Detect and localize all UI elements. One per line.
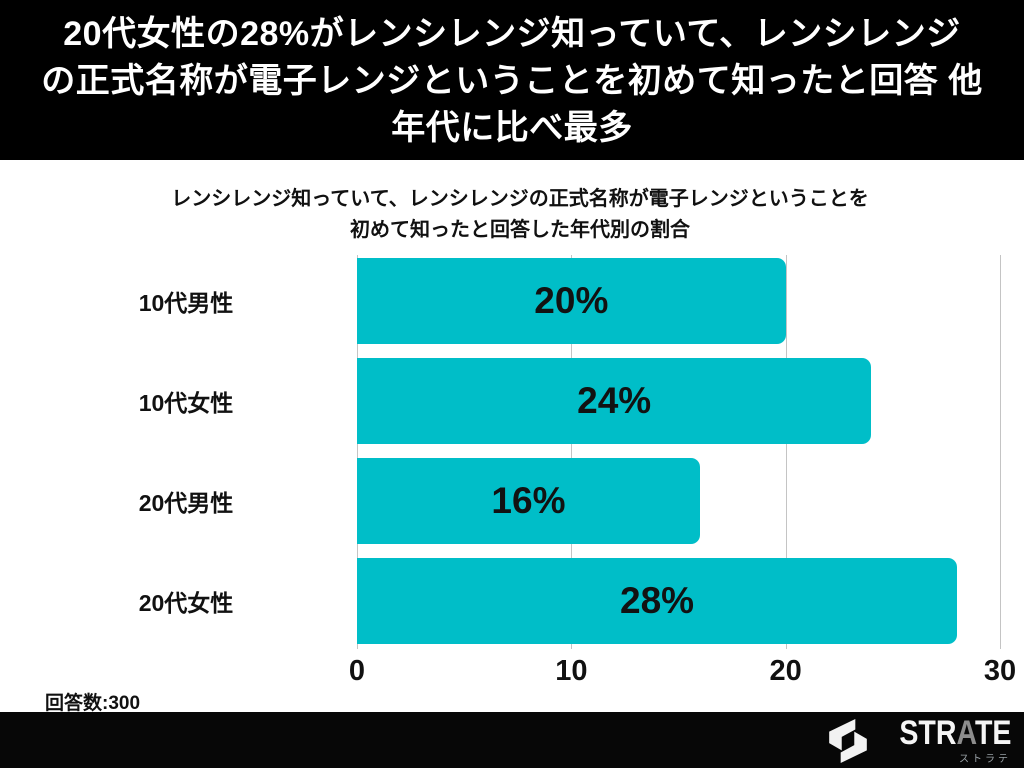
x-tick-20: 20 [769, 655, 802, 687]
brand-name: STRATE [898, 714, 1011, 752]
gridline-30 [1000, 255, 1001, 649]
category-label-20代男性: 20代男性 [138, 490, 234, 516]
category-label-20代女性: 20代女性 [138, 590, 234, 616]
bar-20代女性: 28% [357, 558, 958, 644]
x-tick-10: 10 [555, 655, 588, 687]
bar-20代男性: 16% [357, 458, 700, 544]
category-label-10代女性: 10代女性 [138, 390, 234, 416]
chart-title-line-1: レンシレンジ知っていて、レンシレンジの正式名称が電子レンジということを [171, 188, 869, 210]
bar-10代女性: 24% [357, 358, 872, 444]
value-label-20代男性: 16% [491, 480, 566, 521]
x-tick-0: 0 [348, 655, 366, 687]
footer-bar: STRATE ストラテ [0, 712, 1024, 768]
value-label-20代女性: 28% [620, 580, 695, 621]
respondents-note: 回答数:300 [45, 693, 141, 714]
chart-title-line-2: 初めて知ったと回答した年代別の割合 [350, 219, 690, 241]
plot-area: 20% 24% 16% 28% [357, 255, 1001, 649]
header-title-line-2: の正式名称が電子レンジということを初めて知ったと回答 他 [41, 62, 983, 100]
gridline-20 [785, 255, 787, 649]
brand-subtext: ストラテ [959, 754, 1011, 765]
value-label-10代女性: 24% [577, 380, 652, 421]
chart-title: レンシレンジ知っていて、レンシレンジの正式名称が電子レンジということを 初めて知… [0, 184, 1024, 246]
bar-10代男性: 20% [357, 258, 786, 344]
x-tick-30: 30 [983, 655, 1017, 687]
header-banner: 20代女性の28%がレンシレンジ知っていて、レンシレンジ の正式名称が電子レンジ… [0, 0, 1024, 160]
header-title-line-1: 20代女性の28%がレンシレンジ知っていて、レンシレンジ [63, 15, 961, 53]
strate-logo: STRATE ストラテ [827, 716, 1011, 765]
value-label-10代男性: 20% [534, 280, 609, 321]
strate-logo-icon [828, 718, 867, 763]
gridline-0 [357, 255, 358, 649]
gridline-10 [571, 255, 573, 649]
category-label-10代男性: 10代男性 [138, 290, 234, 316]
strate-logo-text: STRATE ストラテ [878, 716, 1011, 765]
header-title-line-3: 年代に比べ最多 [391, 109, 633, 147]
